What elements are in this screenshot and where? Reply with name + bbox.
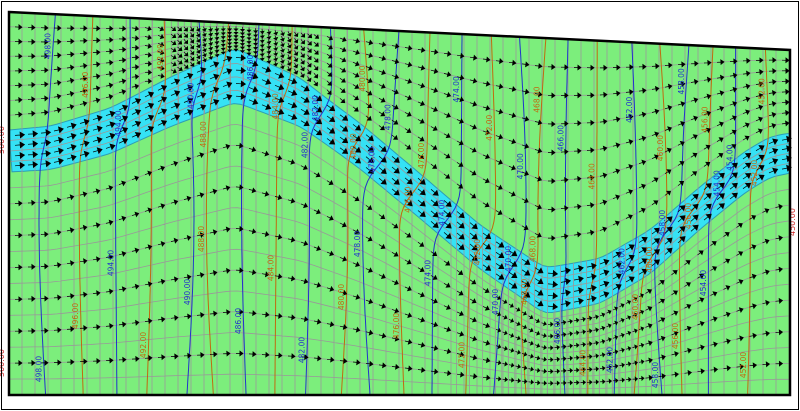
contour-label: 454.00 (713, 170, 722, 196)
contour-label: 460.00 (656, 135, 665, 161)
contour-label: 462.00 (617, 248, 626, 274)
contour-label: 462.00 (625, 96, 634, 122)
contour-label: 482.00 (311, 95, 320, 121)
contour-label: 486.00 (234, 308, 243, 334)
contour-label: 458.00 (651, 362, 660, 388)
contour-label: 482.00 (298, 337, 307, 363)
contour-label: 494.00 (114, 110, 123, 136)
contour-label: 464.00 (578, 350, 587, 376)
contour-label: 494.00 (106, 250, 115, 276)
contour-label: 474.00 (452, 76, 461, 102)
contour-label: 452.00 (758, 78, 767, 104)
boundary-head-label: 500.00 (0, 126, 6, 154)
contour-label: 454.00 (699, 270, 708, 296)
contour-label: 464.00 (587, 163, 596, 189)
contour-label: 466.00 (553, 318, 562, 344)
contour-label: 470.00 (504, 246, 513, 272)
contour-label: 458.00 (677, 68, 686, 94)
contour-label: 474.00 (438, 199, 447, 225)
contour-label: 484.00 (271, 93, 280, 119)
contour-label: 492.00 (139, 332, 148, 358)
contour-label: 470.00 (516, 153, 525, 179)
contour-label: 472.00 (458, 342, 467, 368)
contour-label: 490.00 (186, 83, 195, 109)
model-domain-outline (7, 10, 792, 397)
contour-label: 452.00 (739, 352, 748, 378)
contour-label: 492.00 (156, 44, 165, 70)
contour-label: 472.00 (485, 114, 494, 140)
contour-label: 490.00 (183, 279, 192, 305)
contour-label: 452.00 (750, 160, 759, 186)
contour-label: 476.00 (392, 313, 401, 339)
boundary-head-labels: 500.00 500.00 450.00 (0, 126, 797, 377)
boundary-head-label: 500.00 (0, 349, 6, 377)
contour-label: 480.00 (349, 133, 358, 159)
contour-label: 456.00 (700, 106, 709, 132)
flow-vectors (14, 23, 792, 386)
boundary-head-label: 450.00 (788, 208, 797, 236)
contour-label: 480.00 (337, 284, 346, 310)
contour-label: 466.00 (556, 125, 565, 151)
contour-label: 476.00 (417, 142, 426, 168)
contour-label: 472.00 (473, 239, 482, 265)
contour-label: 480.00 (358, 65, 367, 91)
contour-label: 456.00 (671, 323, 680, 349)
contour-label: 460.00 (631, 294, 640, 320)
contour-label: 482.00 (300, 132, 309, 158)
contour-label: 456.00 (684, 203, 693, 229)
contour-label: 496.00 (71, 303, 80, 329)
contour-label: 478.00 (368, 146, 377, 172)
contour-label: 470.00 (491, 289, 500, 315)
head-contours-blue (38, 15, 737, 395)
contour-label: 478.00 (384, 104, 393, 130)
contour-label: 484.00 (266, 255, 275, 281)
contour-label: 486.00 (246, 54, 255, 80)
contour-label: 496.00 (81, 71, 90, 97)
contour-label: 454.00 (725, 144, 734, 170)
contour-label: 488.00 (199, 121, 208, 147)
contour-label: 462.00 (606, 347, 615, 373)
contour-label: 498.00 (35, 356, 44, 382)
contour-label: 498.00 (44, 33, 53, 59)
contour-label: 476.00 (403, 186, 412, 212)
contour-label: 474.00 (423, 260, 432, 286)
contour-label: 460.00 (645, 246, 654, 272)
contour-labels: 498.00 498.00 496.00 496.00 494.00 494.00 492.… (35, 33, 767, 388)
contour-label: 468.00 (532, 86, 541, 112)
contour-label: 458.00 (658, 210, 667, 236)
contour-label: 478.00 (353, 231, 362, 257)
contour-label: 488.00 (197, 226, 206, 252)
contour-label: 468.00 (528, 236, 537, 262)
contour-label: 468.00 (520, 278, 529, 304)
